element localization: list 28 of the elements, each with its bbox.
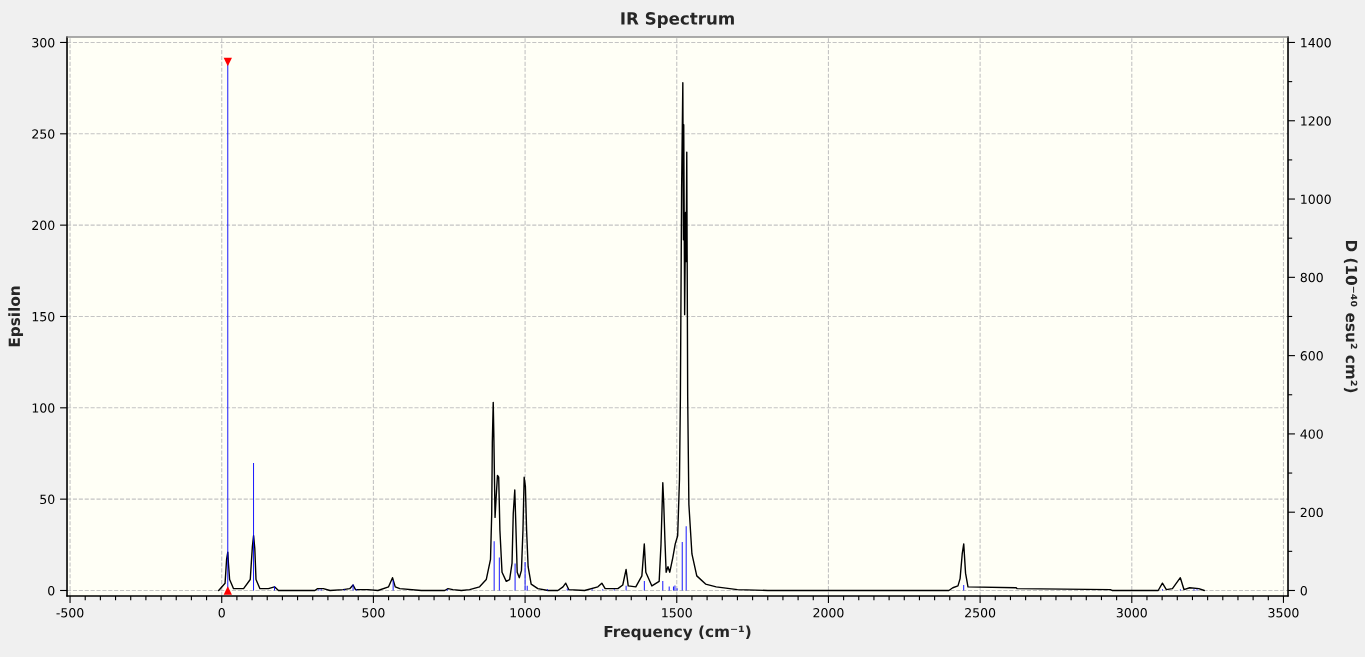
x-tick-label: 3000 (1116, 607, 1147, 618)
y-tick-label: 0 (48, 585, 55, 596)
chart-title: IR Spectrum (621, 12, 734, 28)
y2-tick-label: 200 (1300, 507, 1323, 518)
y-tick-label: 50 (40, 494, 55, 505)
y-tick-label: 150 (32, 311, 55, 322)
x-tick-label: 3500 (1268, 607, 1299, 618)
x-tick-label: 1500 (662, 607, 692, 618)
y2-tick-label: 1200 (1301, 116, 1331, 126)
y-axis-title: Epsilon (8, 286, 24, 347)
x-tick-label: 2000 (813, 607, 844, 618)
y-tick-label: 250 (32, 129, 55, 139)
x-tick-label: 500 (362, 607, 385, 618)
y2-tick-label: 0 (1300, 585, 1307, 596)
x-tick-label: -500 (56, 607, 84, 618)
y2-tick-label: 400 (1300, 429, 1323, 439)
x-axis-title: Frequency (cm⁻¹) (604, 625, 751, 641)
y2-tick-label: 600 (1300, 351, 1323, 361)
x-tick-label: 0 (218, 607, 225, 618)
y2-axis-title: D (10⁻⁴⁰ esu² cm²) (1343, 240, 1358, 393)
y2-tick-label: 1400 (1301, 37, 1331, 48)
y-tick-label: 200 (32, 220, 55, 231)
y2-tick-label: 800 (1300, 272, 1323, 283)
y-tick-label: 300 (32, 37, 55, 48)
y2-tick-label: 1000 (1301, 194, 1331, 204)
x-tick-label: 2500 (965, 607, 996, 618)
y-tick-label: 100 (32, 403, 55, 413)
x-tick-label: 1000 (510, 607, 541, 618)
